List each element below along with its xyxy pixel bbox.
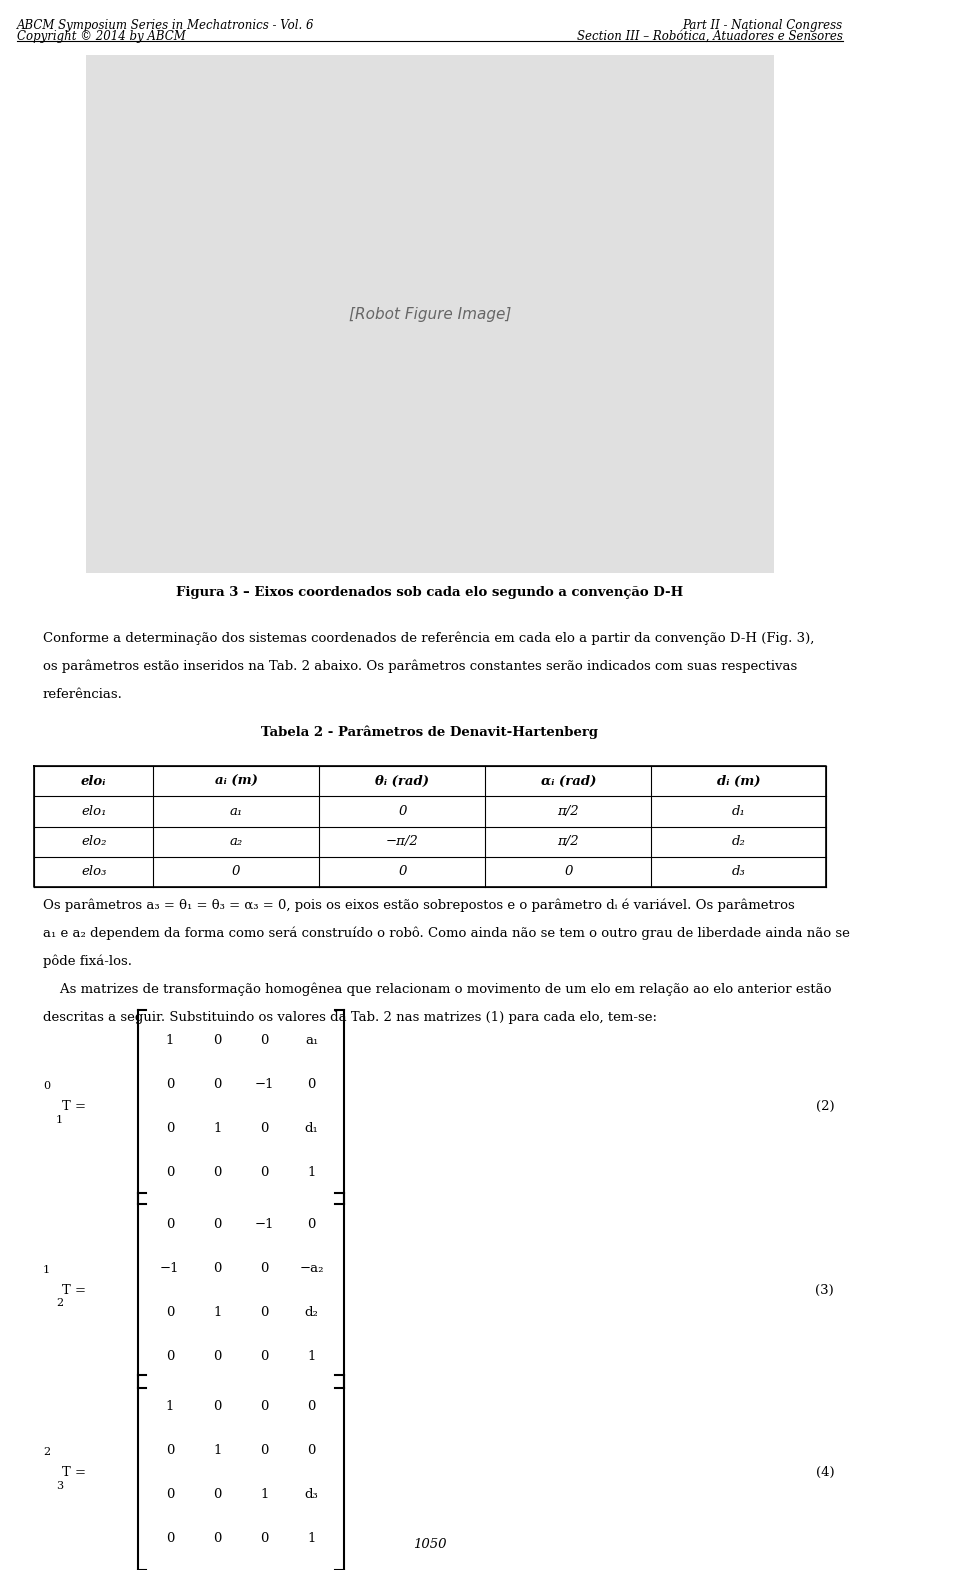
Text: 0: 0 (213, 1079, 222, 1091)
Text: 2: 2 (56, 1298, 63, 1308)
Text: 0: 0 (166, 1079, 174, 1091)
Text: 0: 0 (213, 1400, 222, 1413)
Text: −1: −1 (254, 1079, 275, 1091)
Text: (2): (2) (815, 1101, 834, 1113)
Text: Copyright © 2014 by ABCM: Copyright © 2014 by ABCM (17, 30, 186, 42)
Text: ABCM Symposium Series in Mechatronics - Vol. 6: ABCM Symposium Series in Mechatronics - … (17, 19, 315, 31)
Text: T =: T = (61, 1466, 85, 1479)
Text: d₃: d₃ (305, 1488, 319, 1501)
Text: 0: 0 (307, 1079, 316, 1091)
Text: −1: −1 (160, 1262, 180, 1275)
Text: 0: 0 (166, 1350, 174, 1363)
Text: Part II - National Congress: Part II - National Congress (683, 19, 843, 31)
Text: 0: 0 (260, 1306, 269, 1319)
Text: 0: 0 (166, 1444, 174, 1457)
Text: 0: 0 (43, 1082, 50, 1091)
Text: 1050: 1050 (413, 1539, 446, 1551)
Text: 1: 1 (56, 1115, 63, 1124)
Text: Conforme a determinação dos sistemas coordenados de referência em cada elo a par: Conforme a determinação dos sistemas coo… (43, 631, 814, 645)
Text: 0: 0 (213, 1532, 222, 1545)
Text: Figura 3 – Eixos coordenados sob cada elo segundo a convenção D-H: Figura 3 – Eixos coordenados sob cada el… (177, 586, 684, 598)
Text: 0: 0 (166, 1306, 174, 1319)
Text: 0: 0 (166, 1123, 174, 1135)
Text: 0: 0 (166, 1218, 174, 1231)
Text: elo₃: elo₃ (81, 865, 107, 879)
Text: dᵢ (m): dᵢ (m) (717, 774, 760, 788)
Text: T =: T = (61, 1284, 85, 1297)
Text: a₂: a₂ (229, 835, 243, 848)
Text: αᵢ (rad): αᵢ (rad) (540, 774, 596, 788)
Text: 1: 1 (166, 1035, 174, 1047)
Text: a₁: a₁ (305, 1035, 319, 1047)
Text: Os parâmetros a₃ = θ₁ = θ₃ = α₃ = 0, pois os eixos estão sobrepostos e o parâmet: Os parâmetros a₃ = θ₁ = θ₃ = α₃ = 0, poi… (43, 898, 795, 912)
Text: 0: 0 (232, 865, 240, 879)
Text: 0: 0 (260, 1262, 269, 1275)
Text: 0: 0 (260, 1035, 269, 1047)
Text: descritas a seguir. Substituindo os valores da Tab. 2 nas matrizes (1) para cada: descritas a seguir. Substituindo os valo… (43, 1011, 657, 1024)
Text: eloᵢ: eloᵢ (81, 774, 107, 788)
Text: pôde fixá-los.: pôde fixá-los. (43, 955, 132, 969)
Text: 0: 0 (166, 1532, 174, 1545)
Text: elo₁: elo₁ (81, 805, 107, 818)
Text: d₁: d₁ (732, 805, 746, 818)
Text: 1: 1 (213, 1306, 222, 1319)
Text: a₁ e a₂ dependem da forma como será construído o robô. Como ainda não se tem o o: a₁ e a₂ dependem da forma como será cons… (43, 926, 850, 940)
Text: 1: 1 (213, 1123, 222, 1135)
Text: π/2: π/2 (558, 835, 579, 848)
Text: 1: 1 (260, 1488, 269, 1501)
Text: 0: 0 (307, 1218, 316, 1231)
Text: T =: T = (61, 1101, 85, 1113)
Text: 0: 0 (564, 865, 572, 879)
Text: 0: 0 (398, 805, 406, 818)
Text: d₂: d₂ (304, 1306, 319, 1319)
Text: 1: 1 (307, 1167, 316, 1179)
Text: 1: 1 (166, 1400, 174, 1413)
Text: 1: 1 (213, 1444, 222, 1457)
Text: 0: 0 (307, 1400, 316, 1413)
Text: 0: 0 (213, 1167, 222, 1179)
Text: 0: 0 (260, 1167, 269, 1179)
Text: 1: 1 (43, 1265, 50, 1275)
Text: 0: 0 (213, 1218, 222, 1231)
Text: a₁: a₁ (229, 805, 243, 818)
Text: 0: 0 (213, 1262, 222, 1275)
Text: [Robot Figure Image]: [Robot Figure Image] (348, 306, 511, 322)
Text: θᵢ (rad): θᵢ (rad) (375, 774, 429, 788)
Text: −π/2: −π/2 (386, 835, 419, 848)
Text: 0: 0 (260, 1123, 269, 1135)
Text: d₁: d₁ (305, 1123, 319, 1135)
Text: 0: 0 (213, 1350, 222, 1363)
Text: 0: 0 (166, 1488, 174, 1501)
Text: d₃: d₃ (732, 865, 746, 879)
Text: 0: 0 (260, 1350, 269, 1363)
Text: (3): (3) (815, 1284, 834, 1297)
Text: As matrizes de transformação homogênea que relacionam o movimento de um elo em r: As matrizes de transformação homogênea q… (43, 983, 831, 997)
Text: os parâmetros estão inseridos na Tab. 2 abaixo. Os parâmetros constantes serão i: os parâmetros estão inseridos na Tab. 2 … (43, 659, 797, 674)
Text: 0: 0 (307, 1444, 316, 1457)
Text: 0: 0 (213, 1035, 222, 1047)
Text: 0: 0 (213, 1488, 222, 1501)
Text: 3: 3 (56, 1481, 63, 1490)
Text: elo₂: elo₂ (81, 835, 107, 848)
Text: aᵢ (m): aᵢ (m) (215, 774, 257, 788)
Text: (4): (4) (815, 1466, 834, 1479)
Text: 0: 0 (398, 865, 406, 879)
Text: 0: 0 (260, 1400, 269, 1413)
Text: Section III – Robótica, Atuadores e Sensores: Section III – Robótica, Atuadores e Sens… (577, 30, 843, 42)
Text: Tabela 2 - Parâmetros de Denavit-Hartenberg: Tabela 2 - Parâmetros de Denavit-Hartenb… (261, 725, 598, 739)
Text: 0: 0 (260, 1444, 269, 1457)
Text: π/2: π/2 (558, 805, 579, 818)
Text: 1: 1 (307, 1350, 316, 1363)
Text: referências.: referências. (43, 688, 123, 700)
Text: 1: 1 (307, 1532, 316, 1545)
Text: 0: 0 (166, 1167, 174, 1179)
FancyBboxPatch shape (86, 55, 774, 573)
Text: d₂: d₂ (732, 835, 746, 848)
Text: 2: 2 (43, 1448, 50, 1457)
Text: 0: 0 (260, 1532, 269, 1545)
Text: −a₂: −a₂ (300, 1262, 324, 1275)
Text: −1: −1 (254, 1218, 275, 1231)
